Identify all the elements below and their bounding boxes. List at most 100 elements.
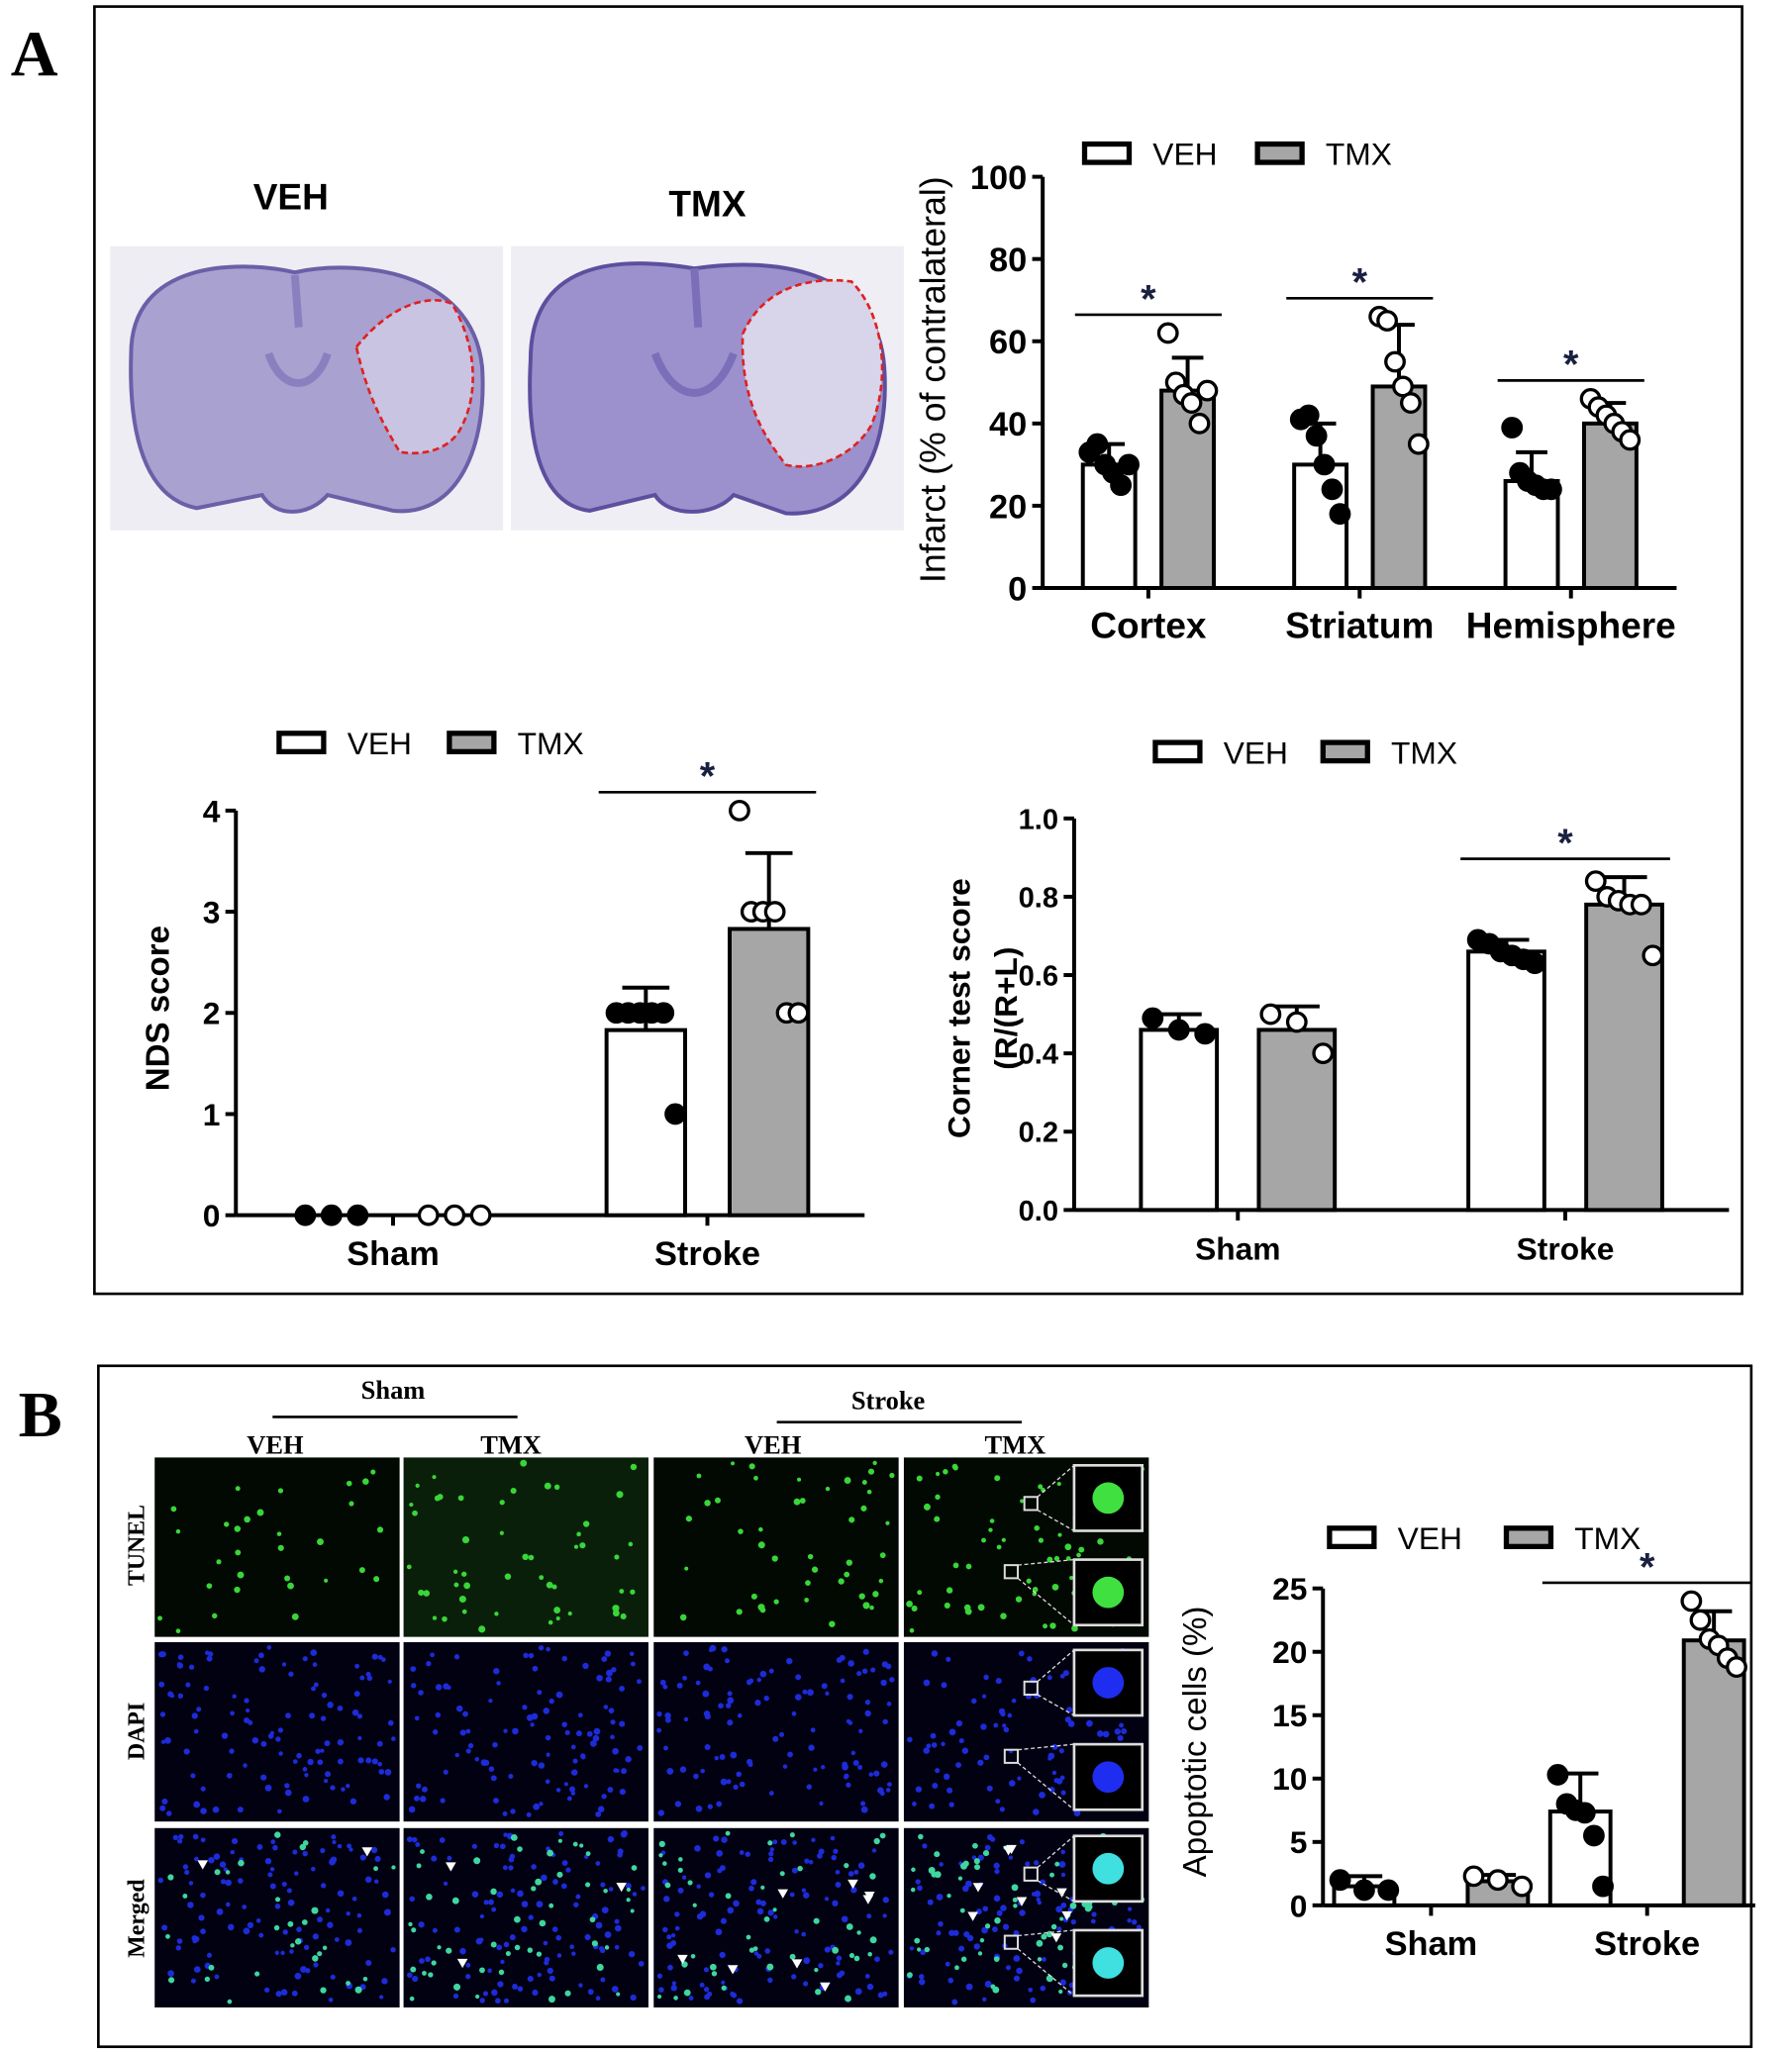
row-label: Merged	[125, 1879, 150, 1957]
nucleus	[768, 1791, 774, 1796]
tunel-cell	[1049, 1622, 1056, 1629]
nucleus	[480, 1759, 488, 1767]
tunel-cell	[1045, 1975, 1053, 1983]
nucleus	[543, 1940, 548, 1946]
zoom-cell	[1092, 1482, 1125, 1515]
tunel-cell	[993, 1956, 1000, 1963]
tunel-cell	[517, 1846, 523, 1852]
nucleus	[500, 1959, 505, 1965]
tunel-cell	[415, 1483, 420, 1489]
nucleus	[159, 1651, 166, 1658]
nucleus	[794, 1694, 802, 1701]
nucleus	[253, 1658, 259, 1664]
data-point	[294, 1204, 317, 1226]
nucleus	[717, 1868, 723, 1874]
nucleus	[1002, 1723, 1007, 1728]
tunel-cell	[736, 1609, 743, 1615]
y-tick-label: 20	[1272, 1634, 1307, 1670]
nucleus	[607, 1835, 615, 1843]
tunel-cell	[767, 1840, 773, 1846]
nucleus	[973, 1943, 980, 1950]
nucleus	[1000, 1905, 1007, 1911]
tunel-cell	[616, 1491, 624, 1499]
nucleus	[779, 1731, 785, 1737]
nucleus	[341, 1787, 346, 1792]
tunel-cell	[959, 1907, 965, 1913]
nucleus	[839, 1654, 846, 1661]
nucleus	[604, 1931, 612, 1938]
nucleus	[1008, 1780, 1016, 1787]
nucleus	[882, 1991, 888, 1997]
arrowhead	[727, 1965, 739, 1975]
nucleus	[936, 1894, 944, 1901]
nucleus	[912, 1802, 917, 1807]
nucleus	[327, 1921, 334, 1928]
y-axis-label: Infarct (% of contralateral)	[914, 176, 953, 583]
nucleus	[595, 1921, 603, 1929]
y-axis-label: (R/(R+L)	[988, 947, 1024, 1070]
nucleus	[526, 1811, 532, 1817]
data-point	[1297, 404, 1320, 427]
tunel-cell	[964, 1608, 972, 1615]
nucleus	[258, 1652, 264, 1659]
legend-swatch	[1503, 1525, 1554, 1550]
nucleus	[167, 1691, 174, 1698]
arrowhead	[1003, 1846, 1014, 1856]
tunel-cell	[692, 1903, 697, 1907]
legend-label: TMX	[518, 726, 584, 761]
tunel-cell	[664, 1882, 671, 1889]
nucleus	[656, 1973, 663, 1979]
tunel-cell	[420, 1849, 425, 1855]
nucleus	[846, 1782, 851, 1788]
nucleus	[756, 1677, 762, 1683]
nucleus	[1096, 1730, 1104, 1737]
nucleus	[414, 1715, 420, 1721]
nucleus	[621, 1829, 628, 1837]
tunel-cell	[789, 1832, 795, 1838]
nucleus	[276, 1808, 282, 1814]
tunel-cell	[914, 1937, 921, 1944]
nucleus	[1002, 1923, 1010, 1930]
tunel-cell	[869, 1936, 877, 1944]
nucleus	[882, 1913, 887, 1918]
nucleus	[200, 1837, 206, 1843]
nucleus	[532, 1989, 539, 1997]
nucleus	[421, 1786, 428, 1793]
nucleus	[981, 1997, 987, 2003]
tunel-cell	[838, 1578, 845, 1585]
tunel-cell	[1085, 1903, 1093, 1910]
nucleus	[1060, 1849, 1065, 1855]
tunel-cell	[715, 1497, 721, 1504]
tunel-cell	[974, 1864, 981, 1871]
nucleus	[356, 1927, 362, 1933]
tunel-cell	[238, 1859, 245, 1867]
tunel-cell	[1015, 1596, 1023, 1603]
nucleus	[260, 1774, 267, 1781]
zoom-box	[1003, 1748, 1020, 1764]
nucleus	[291, 1990, 298, 1997]
data-point	[1680, 1590, 1703, 1612]
tunel-cell	[1064, 1543, 1072, 1551]
tunel-cell	[531, 1886, 537, 1892]
tunel-cell	[844, 1571, 850, 1578]
tunel-cell	[848, 1952, 855, 1959]
nucleus	[555, 1934, 562, 1941]
nucleus	[846, 1694, 853, 1701]
nucleus	[986, 1834, 994, 1841]
tunel-cell	[224, 1521, 230, 1527]
nucleus	[929, 1803, 936, 1809]
nucleus	[453, 1654, 460, 1660]
tunel-cell	[1034, 1524, 1041, 1531]
nucleus	[455, 1705, 463, 1712]
tunel-cell	[175, 1628, 181, 1634]
brain-image	[110, 245, 504, 531]
nucleus	[184, 1869, 190, 1876]
nucleus	[307, 1758, 314, 1766]
nucleus	[714, 1755, 719, 1761]
nucleus	[365, 1757, 372, 1764]
nucleus	[720, 1917, 727, 1924]
tunel-cell	[434, 1495, 441, 1502]
tunel-cell	[555, 1616, 560, 1621]
tunel-cell	[317, 1951, 323, 1957]
nucleus	[946, 1787, 953, 1794]
